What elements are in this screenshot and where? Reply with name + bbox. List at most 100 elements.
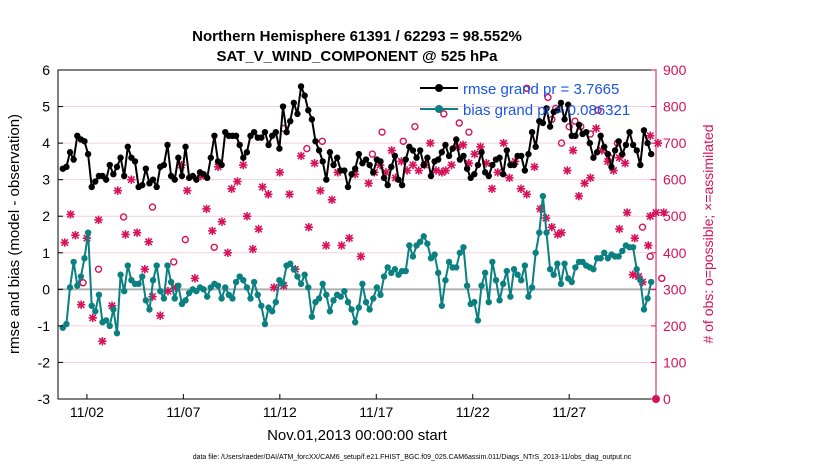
bias-point [489,258,496,266]
rmse-point [333,154,341,161]
obs-assimilated-point [71,231,80,240]
obs-assimilated-point [408,160,418,170]
bias-point [597,255,604,262]
obs-possible-point [411,122,419,131]
obs-assimilated-point [132,228,142,237]
bias-point [157,287,164,295]
obs-assimilated-point [156,311,165,320]
bias-point [619,247,626,255]
obs-assimilated-point [476,142,485,151]
rmse-point [175,154,182,161]
rmse-point [70,156,77,163]
bias-point [406,242,413,249]
rmse-point [330,161,337,169]
rmse-point [124,143,131,150]
bias-point [518,276,525,284]
rmse-point [66,149,74,156]
rmse-point [297,83,305,90]
y2-tick-label: 300 [663,281,687,297]
obs-assimilated-point [505,173,514,183]
bias-point [175,282,182,289]
obs-possible-point [557,139,566,147]
rmse-point [88,183,95,191]
rmse-point [279,103,287,110]
rmse-point [261,128,269,136]
rmse-point [564,101,572,108]
bias-point [110,306,117,313]
obs-assimilated-point [227,184,236,194]
bias-point [254,291,261,299]
bias-point [290,266,298,273]
x-tick-label: 11/12 [263,404,297,420]
obs-assimilated-point [217,217,227,226]
bias-point [200,286,207,293]
obs-assimilated-point [644,241,653,250]
bias-point [308,313,316,320]
bias-point [63,320,70,328]
bias-point [384,264,391,271]
x-tick-label: 11/07 [166,404,200,420]
rmse-point [117,154,124,161]
rmse-point [171,176,178,183]
bias-point [539,192,547,200]
rmse-point [539,119,547,127]
rmse-point [204,174,211,182]
y2-tick-label: 800 [663,99,687,115]
rmse-point [366,161,373,169]
bias-point [214,282,222,289]
rmse-point [319,158,326,165]
bias-point [229,295,236,302]
obs-assimilated-point [387,146,396,155]
bias-point [258,302,265,309]
data-file-footer: data file: /Users/raeder/DAI/ATM_forcXX/… [193,454,632,461]
y2-tick-label: 600 [663,172,687,188]
bias-point [74,282,81,289]
bias-point [546,266,554,273]
obs-assimilated-point [530,162,539,172]
x-axis: 11/02 11/07 11/12 11/17 11/22 11/27 [70,394,586,420]
rmse-point [102,176,110,183]
bias-point [460,244,467,251]
rmse-point [622,141,630,149]
bias-point [142,297,150,304]
rmse-point [120,172,128,180]
obs-assimilated-point [113,186,122,195]
rmse-point [308,116,316,123]
bias-point [171,295,178,302]
rmse-point [232,132,240,139]
bias-point [445,258,453,266]
obs-possible-point [440,110,448,118]
rmse-point [489,161,496,169]
obs-assimilated-point [592,124,601,133]
obs-assimilated-point [615,224,624,234]
rmse-point [442,141,449,149]
rmse-point [243,149,251,156]
bias-point [218,295,225,302]
legend-rmse-label: rmse grand pr = 3.7665 [463,81,619,98]
bias-point [232,278,240,286]
bias-point [438,302,446,309]
obs-assimilated-point [499,138,508,148]
rmse-point [388,163,395,171]
rmse-point [435,156,442,163]
bias-point [164,262,171,269]
obs-possible-point [523,84,531,92]
rmse-point [593,149,601,156]
obs-assimilated-point [242,212,252,221]
rmse-point [384,181,391,189]
bias-point [77,273,85,280]
rmse-point [131,158,139,165]
rmse-point [546,123,554,130]
bias-point [525,293,532,300]
obs-assimilated-point [646,131,655,140]
rmse-point [153,183,160,191]
bias-point [182,297,189,304]
bias-point [297,280,305,288]
obs-assimilated-point [364,179,373,188]
obs-possible-point [594,106,602,114]
bias-point [294,273,301,280]
obs-assimilated-point [98,337,107,346]
obs-assimilated-point [310,159,319,168]
bias-point [550,271,557,278]
y-tick-label: 3 [42,172,50,188]
